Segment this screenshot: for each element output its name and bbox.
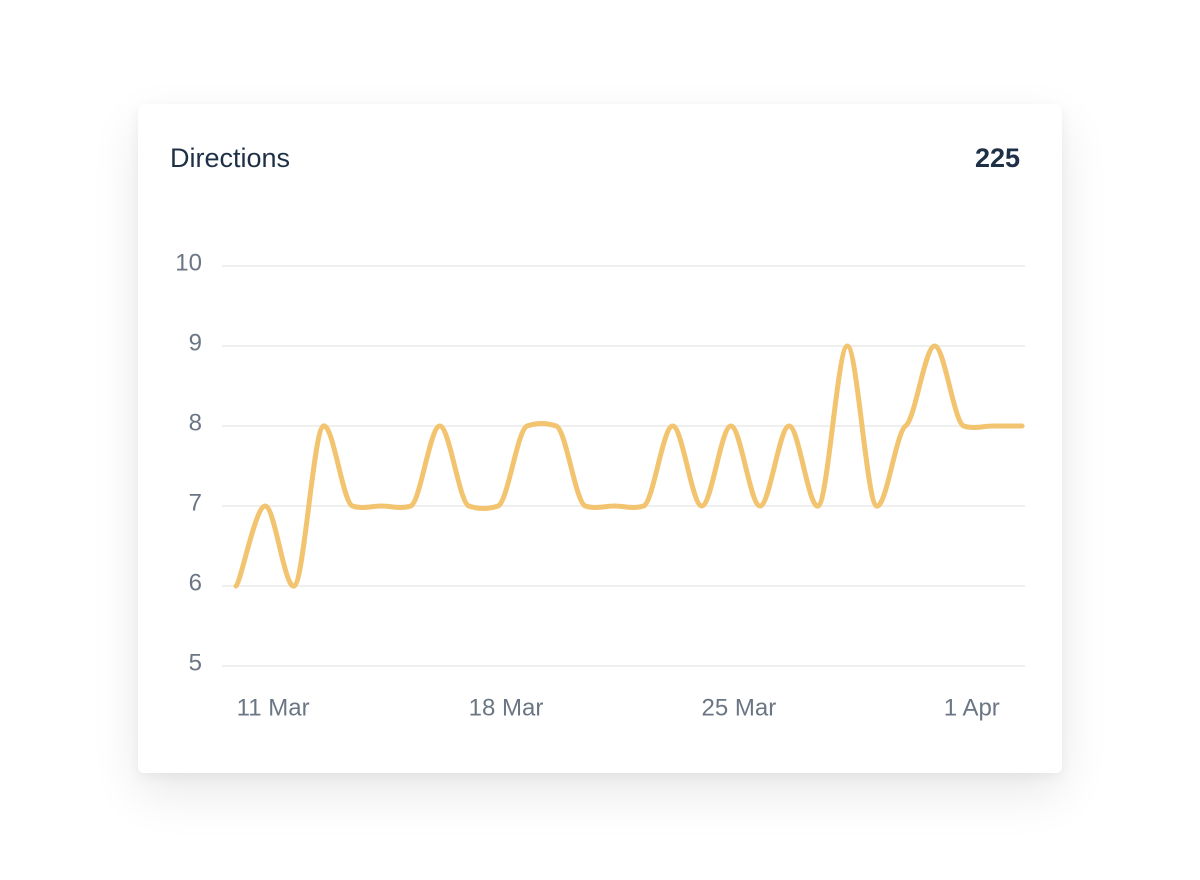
y-tick-label: 5 bbox=[189, 649, 202, 676]
y-tick-label: 10 bbox=[175, 249, 202, 276]
y-tick-label: 7 bbox=[189, 489, 202, 516]
x-tick-label: 1 Apr bbox=[944, 694, 1000, 721]
total: 225 bbox=[975, 143, 1020, 173]
card bbox=[138, 104, 1062, 773]
line bbox=[233, 343, 1025, 589]
y-tick-label: 9 bbox=[189, 329, 202, 356]
x-tick-label: 11 Mar bbox=[237, 694, 310, 721]
y-tick-label: 6 bbox=[189, 569, 202, 596]
y-tick-label: 8 bbox=[189, 409, 202, 436]
x-tick-label: 25 Mar bbox=[702, 694, 777, 721]
x-tick-label: 18 Mar bbox=[469, 694, 544, 721]
chart-title: Directions bbox=[170, 143, 290, 173]
